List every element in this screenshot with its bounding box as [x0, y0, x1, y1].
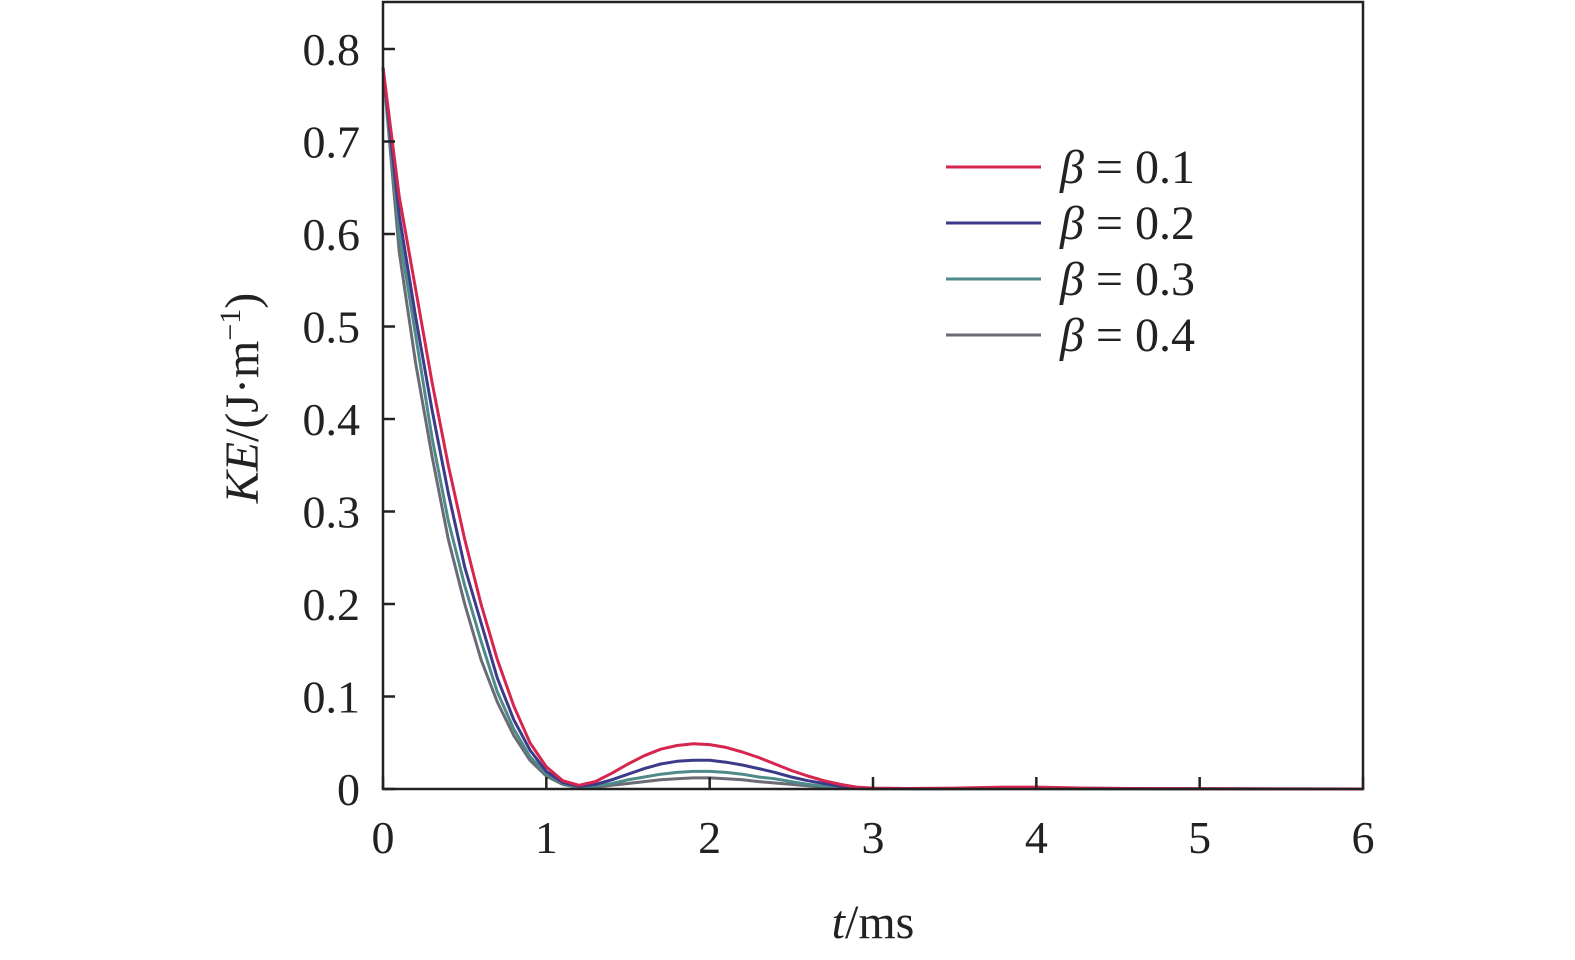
y-tick-label: 0.8	[303, 24, 361, 75]
legend-value: = 0.1	[1096, 141, 1195, 194]
y-axis-variable: KE	[216, 442, 269, 504]
x-tick-label: 6	[1352, 812, 1375, 863]
series-line-4	[381, 67, 1364, 791]
legend-symbol: β	[1059, 253, 1084, 306]
legend-symbol: β	[1059, 309, 1084, 362]
y-tick-label: 0.4	[303, 394, 361, 445]
y-axis-unit-exponent: −1	[214, 309, 247, 341]
y-tick-label: 0.7	[303, 117, 361, 168]
legend-label-1: β = 0.1	[1059, 141, 1195, 194]
legend-symbol: β	[1059, 197, 1084, 250]
x-axis-title: t/ms	[832, 896, 915, 949]
y-axis-unit-close: )	[216, 293, 269, 309]
x-tick-label: 5	[1188, 812, 1211, 863]
x-axis-unit: /ms	[845, 896, 914, 949]
y-tick-label: 0.3	[303, 487, 361, 538]
x-tick-label: 4	[1025, 812, 1048, 863]
legend-label-4: β = 0.4	[1059, 309, 1195, 362]
y-tick-label: 0.5	[303, 302, 361, 353]
y-axis-unit: /(J·m	[216, 341, 269, 442]
legend-value: = 0.3	[1096, 253, 1195, 306]
legend-label-2: β = 0.2	[1059, 197, 1195, 250]
plot-frame	[381, 0, 1365, 791]
series-line-2	[381, 67, 1364, 791]
series-line-3	[381, 67, 1364, 791]
tick-layer: 0 1 2 3 4 5 6 0 0.1 0.2 0.3 0.4 0.5 0.6 0.7 0.8	[303, 24, 1375, 863]
y-axis-title: KE/(J·m−1)	[214, 293, 269, 505]
y-tick-label: 0	[337, 764, 360, 815]
legend-symbol: β	[1059, 141, 1084, 194]
legend-value: = 0.2	[1096, 197, 1195, 250]
x-tick-label: 1	[535, 812, 558, 863]
x-tick-label: 3	[862, 812, 885, 863]
series-layer	[381, 67, 1364, 791]
legend-value: = 0.4	[1096, 309, 1195, 362]
legend: β = 0.1β = 0.2β = 0.3β = 0.4	[946, 141, 1195, 362]
series-line-1	[381, 67, 1364, 791]
x-axis-variable: t	[832, 896, 847, 949]
y-tick-label: 0.1	[303, 672, 361, 723]
y-tick-label: 0.2	[303, 579, 361, 630]
legend-label-3: β = 0.3	[1059, 253, 1195, 306]
y-tick-label: 0.6	[303, 209, 361, 260]
x-tick-label: 2	[698, 812, 721, 863]
x-tick-label: 0	[372, 812, 395, 863]
